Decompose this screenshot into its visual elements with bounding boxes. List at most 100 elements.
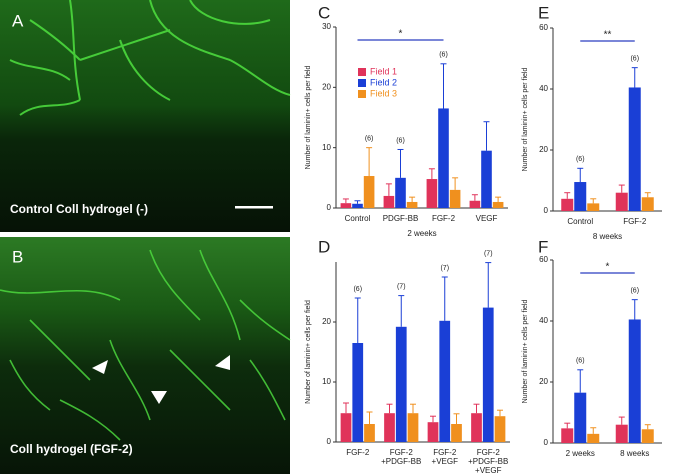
y-tick-label: 0 <box>327 437 332 446</box>
bar <box>481 150 492 208</box>
error-bar <box>590 427 597 434</box>
bar <box>628 319 641 443</box>
bar <box>426 179 438 208</box>
bar <box>340 413 352 442</box>
caption: Coll hydrogel (FGF-2) <box>10 442 133 456</box>
x-tick-label: VEGF <box>476 214 498 223</box>
error-bar <box>386 403 393 414</box>
significance-mark: * <box>606 262 610 273</box>
y-tick-label: 0 <box>544 438 549 447</box>
panel-letter: F <box>538 237 548 256</box>
bar <box>494 416 506 442</box>
legend-swatch <box>358 79 366 87</box>
bar <box>439 320 451 442</box>
y-tick-label: 40 <box>539 316 548 325</box>
y-tick-label: 0 <box>544 206 549 215</box>
error-bar <box>398 295 405 327</box>
error-bar <box>440 63 447 109</box>
bar <box>561 428 574 443</box>
legend-label: Field 3 <box>370 88 397 98</box>
bar <box>352 203 363 208</box>
error-bar <box>452 177 459 190</box>
error-bar <box>631 299 638 320</box>
error-bar <box>397 148 404 178</box>
error-bar <box>564 422 571 429</box>
bar <box>406 201 418 208</box>
error-bar <box>354 200 361 204</box>
y-axis-label: Number of laminin+ cells per field <box>522 300 529 404</box>
y-axis-label: Number of laminin+ cells per field <box>522 68 529 172</box>
error-bar <box>441 276 448 321</box>
x-tick-label: PDGF-BB <box>383 214 419 223</box>
error-bar <box>343 402 350 414</box>
y-tick-label: 20 <box>322 317 331 326</box>
x-tick-label: FGF-2 <box>432 214 456 223</box>
error-bar <box>342 198 349 204</box>
y-axis-label: Number of laminin+ cells per field <box>305 66 312 170</box>
bar <box>363 176 375 208</box>
bar <box>587 433 600 443</box>
x-tick-label-line: FGF-2 <box>432 214 456 223</box>
bar <box>574 392 587 443</box>
x-tick-label: FGF-2 +VEGF <box>432 448 459 466</box>
y-axis-label: Number of laminin+ cells per field <box>305 300 312 404</box>
bar <box>449 189 461 208</box>
legend-label: Field 1 <box>370 66 397 76</box>
y-tick-label: 10 <box>322 143 331 152</box>
x-tick-label-line: 8 weeks <box>620 449 649 458</box>
bar <box>364 424 375 442</box>
error-bar <box>577 369 584 393</box>
panel-letter: E <box>538 3 549 22</box>
error-bar <box>453 413 460 424</box>
error-bar <box>644 192 651 198</box>
x-tick-label-line: 2 weeks <box>566 449 595 458</box>
error-bar <box>473 403 480 414</box>
error-bar <box>564 192 571 199</box>
significance-mark: * <box>399 29 403 40</box>
bar <box>427 422 439 442</box>
error-bar <box>485 262 492 308</box>
y-tick-label: 0 <box>327 203 332 212</box>
error-bar <box>366 147 373 177</box>
bar <box>482 307 494 442</box>
y-tick-label: 20 <box>539 145 548 154</box>
x-tick-label-line: PDGF-BB <box>383 214 419 223</box>
x-axis-label: 8 weeks <box>593 232 622 241</box>
sample-size: (7) <box>440 265 449 272</box>
x-tick-label-line: FGF-2 <box>346 448 370 457</box>
error-bar <box>496 409 503 417</box>
x-tick-label: FGF-2 <box>346 448 370 457</box>
x-tick-label: Control <box>345 214 371 223</box>
bar <box>395 177 406 208</box>
y-tick-label: 60 <box>539 23 548 32</box>
bar <box>438 108 449 208</box>
error-bar <box>428 168 435 180</box>
significance-mark: ** <box>604 30 612 41</box>
bar <box>628 87 641 211</box>
error-bar <box>495 196 502 202</box>
bar <box>641 197 654 211</box>
panel-letter: D <box>318 237 330 256</box>
panel-letter: A <box>12 11 24 30</box>
sample-size: (6) <box>576 156 585 163</box>
micrograph-b <box>0 237 291 474</box>
bar <box>574 182 587 211</box>
bar <box>407 413 419 442</box>
y-tick-label: 10 <box>322 377 331 386</box>
bar <box>384 413 395 442</box>
legend-label: Field 2 <box>370 77 397 87</box>
error-bar <box>354 297 361 343</box>
x-tick-label-line: Control <box>567 217 593 226</box>
y-tick-label: 20 <box>322 82 331 91</box>
error-bar <box>618 416 625 425</box>
bar <box>641 429 654 443</box>
bar <box>615 192 628 211</box>
error-bar <box>471 194 478 201</box>
bar <box>340 203 352 208</box>
sample-size: (7) <box>484 250 493 257</box>
x-tick-label-line: +PDGF-BB <box>468 457 508 466</box>
bar <box>352 343 364 442</box>
x-axis-label: 2 weeks <box>407 229 436 238</box>
error-bar <box>631 67 638 88</box>
